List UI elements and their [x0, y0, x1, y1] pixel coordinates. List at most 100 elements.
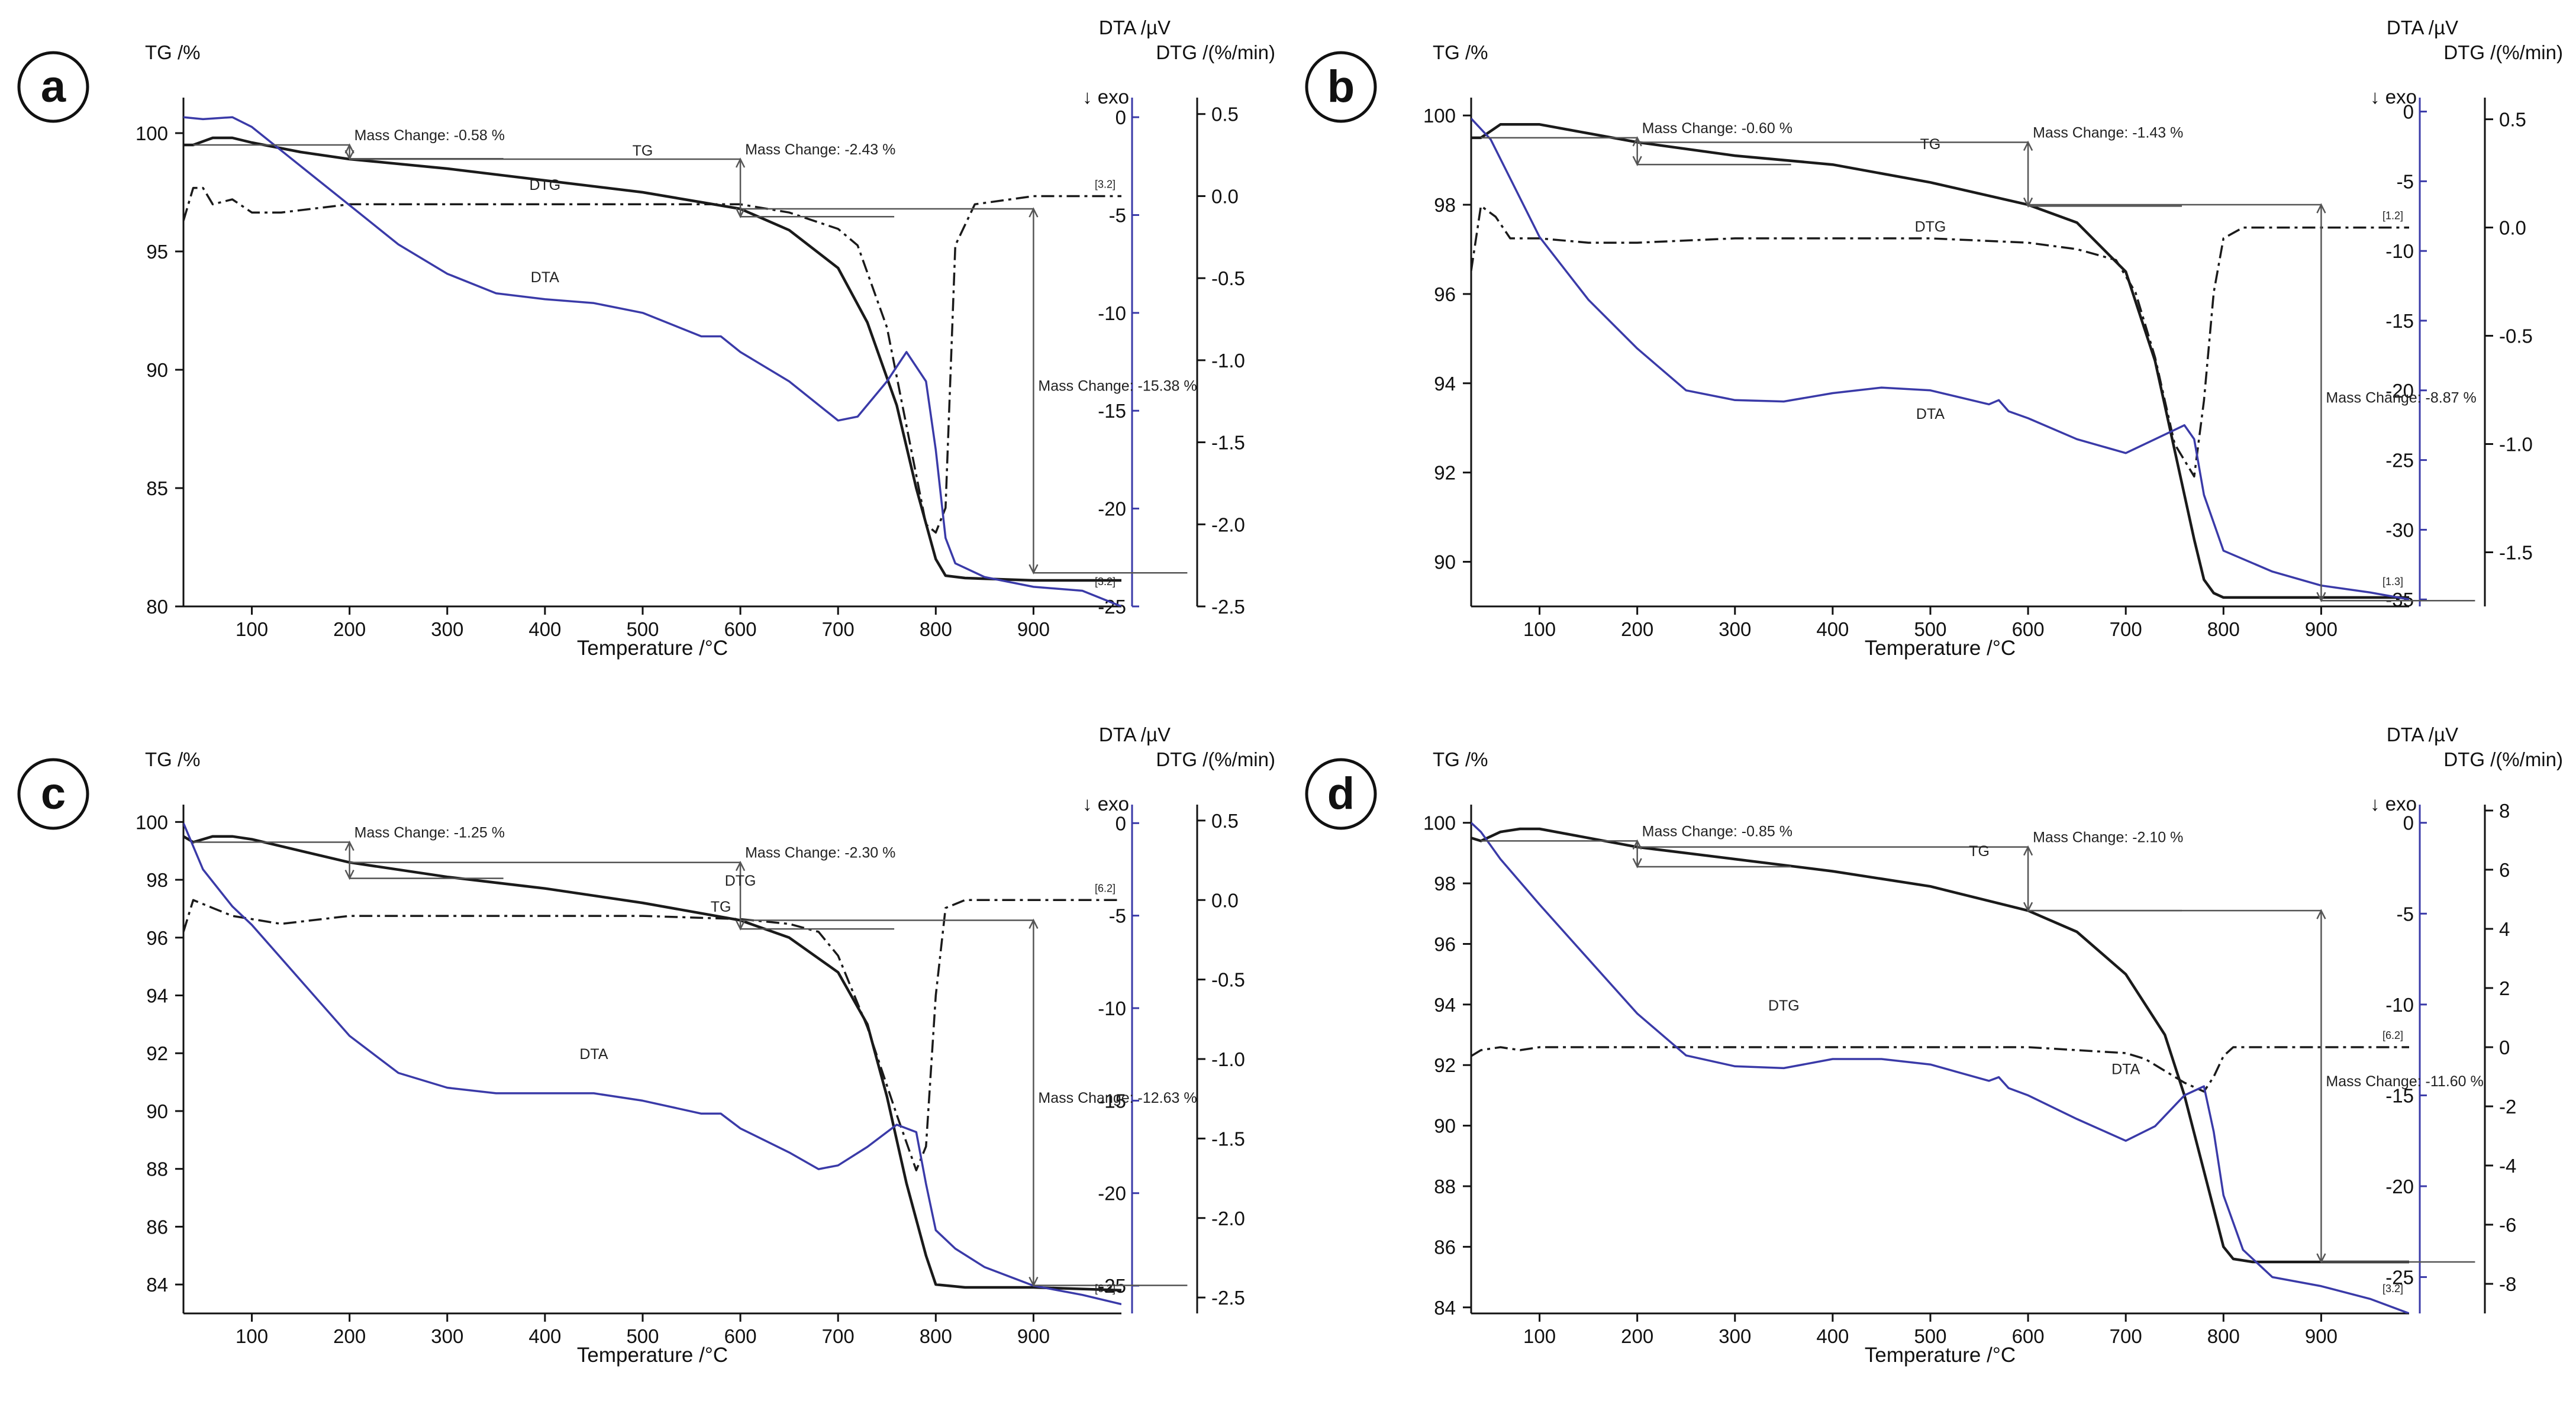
panel-label: c — [41, 769, 66, 819]
curve-label-dtg: DTG — [1915, 218, 1946, 235]
mass-change-label: Mass Change: -2.43 % — [745, 141, 895, 158]
tg-axis-title: TG /% — [1433, 41, 1488, 63]
dta-axis-title: DTA /µV — [2387, 724, 2458, 745]
exo-indicator: ↓ exo — [2370, 86, 2417, 108]
dtg-tick-label: -6 — [2499, 1214, 2516, 1236]
exo-indicator: ↓ exo — [1082, 793, 1129, 815]
arrowhead — [2316, 203, 2326, 214]
series-dta-line — [1471, 118, 2409, 601]
series-dta-line — [183, 116, 1121, 606]
dtg-axis-title: DTG /(%/min) — [1156, 748, 1275, 770]
dtg-tick-label: -2.0 — [1211, 1208, 1245, 1229]
dtg-tick-label: -0.5 — [1211, 969, 1245, 991]
dta-tick-label: -20 — [1098, 1183, 1126, 1205]
x-tick-label: 600 — [724, 1325, 757, 1347]
x-tick-label: 600 — [2012, 618, 2045, 640]
tg-tick-label: 90 — [146, 1100, 168, 1122]
dtg-tick-label: -0.5 — [1211, 267, 1245, 289]
curve-label-tg: TG — [711, 899, 731, 915]
x-axis-title: Temperature /°C — [1865, 1344, 2016, 1367]
series-dta-line — [183, 822, 1121, 1306]
dtg-tick-label: 4 — [2499, 918, 2510, 940]
arrowhead — [735, 157, 746, 168]
dtg-tick-label: -4 — [2499, 1155, 2516, 1177]
x-axis-title: Temperature /°C — [577, 637, 728, 660]
x-tick-label: 700 — [2110, 1325, 2142, 1347]
x-tick-label: 100 — [1523, 618, 1556, 640]
dtg-tick-label: -1.0 — [1211, 1048, 1245, 1070]
mass-change-label: Mass Change: -12.63 % — [1038, 1090, 1197, 1106]
series-tg-line — [183, 136, 1121, 582]
tg-tick-label: 88 — [146, 1158, 168, 1180]
curve-label-dtg: DTG — [1768, 997, 1800, 1014]
dtg-tick-label: 0.0 — [2499, 217, 2526, 239]
curve-label-dta: DTA — [531, 269, 559, 286]
dta-axis-title: DTA /µV — [2387, 17, 2458, 38]
dta-axis-title: DTA /µV — [1099, 724, 1171, 745]
segment-marker-dtg: [3.2] — [1095, 178, 1115, 190]
panel-label: d — [1327, 769, 1355, 819]
arrowhead — [1632, 858, 1642, 869]
tg-tick-label: 96 — [146, 927, 168, 949]
dta-tick-label: 0 — [2403, 101, 2414, 123]
mass-change-label: Mass Change: -11.60 % — [2326, 1073, 2483, 1090]
arrowhead — [344, 840, 354, 851]
tg-tick-label: 100 — [136, 811, 168, 833]
mass-change-label: Mass Change: -0.58 % — [354, 127, 505, 144]
dtg-tick-label: -1.5 — [1211, 1128, 1245, 1150]
x-tick-label: 400 — [1816, 618, 1849, 640]
mass-change-label: Mass Change: -2.10 % — [2033, 829, 2183, 846]
tg-tick-label: 92 — [1434, 462, 1456, 484]
x-tick-label: 500 — [1914, 1325, 1946, 1347]
segment-marker-tg: [1.3] — [2382, 576, 2403, 587]
tg-tick-label: 90 — [1434, 1115, 1456, 1137]
x-tick-label: 100 — [1523, 1325, 1556, 1347]
dta-tick-label: -15 — [2385, 1084, 2414, 1106]
tg-tick-label: 98 — [1434, 194, 1456, 216]
exo-indicator: ↓ exo — [2370, 793, 2417, 815]
dtg-tick-label: -1.5 — [1211, 432, 1245, 454]
tg-tick-label: 90 — [146, 359, 168, 381]
arrowhead — [2023, 140, 2033, 151]
dta-tick-label: -25 — [2385, 450, 2414, 472]
dtg-tick-label: -2 — [2499, 1096, 2516, 1118]
tg-tick-label: 86 — [1434, 1236, 1456, 1258]
tg-tick-label: 95 — [146, 241, 168, 263]
mass-change-label: Mass Change: -0.60 % — [1642, 120, 1792, 137]
x-tick-label: 600 — [2012, 1325, 2045, 1347]
arrowhead — [1632, 136, 1642, 147]
dta-tick-label: -5 — [2397, 903, 2414, 925]
x-tick-label: 200 — [333, 618, 366, 640]
x-tick-label: 700 — [822, 618, 855, 640]
dta-tick-label: -15 — [1098, 400, 1126, 422]
dtg-tick-label: 0.5 — [1211, 104, 1239, 125]
dta-tick-label: 0 — [1115, 812, 1126, 834]
curve-label-tg: TG — [1920, 136, 1941, 153]
segment-marker-tg: [3.2] — [2382, 1283, 2403, 1294]
tg-tick-label: 86 — [146, 1216, 168, 1238]
tg-tick-label: 94 — [146, 985, 168, 1007]
x-tick-label: 600 — [724, 618, 757, 640]
series-dtg-line — [1471, 205, 2409, 478]
x-tick-label: 300 — [1719, 618, 1751, 640]
x-tick-label: 900 — [1017, 1325, 1050, 1347]
dtg-tick-label: -2.5 — [1211, 1287, 1245, 1309]
tg-tick-label: 84 — [1434, 1297, 1456, 1319]
segment-marker-tg: [3.2] — [1095, 576, 1115, 587]
mass-change-label: Mass Change: -8.87 % — [2326, 390, 2476, 406]
x-tick-label: 300 — [431, 618, 463, 640]
mass-change-label: Mass Change: -1.25 % — [354, 825, 505, 841]
tg-tick-label: 92 — [1434, 1054, 1456, 1076]
dta-tick-label: -15 — [1098, 1090, 1126, 1112]
x-tick-label: 100 — [236, 618, 268, 640]
arrowhead — [1029, 918, 1039, 929]
dta-tick-label: 0 — [1115, 106, 1126, 128]
tg-tick-label: 85 — [146, 477, 168, 499]
dtg-tick-label: 0.5 — [1211, 810, 1239, 832]
dta-tick-label: -30 — [2385, 519, 2414, 541]
dta-tick-label: -5 — [1109, 204, 1126, 226]
panel-a: a TG /% DTA /µV DTG /(%/min) ↓ exo 100 200 300 4… — [17, 17, 1275, 660]
x-tick-label: 400 — [528, 1325, 561, 1347]
arrowhead — [2023, 845, 2033, 856]
